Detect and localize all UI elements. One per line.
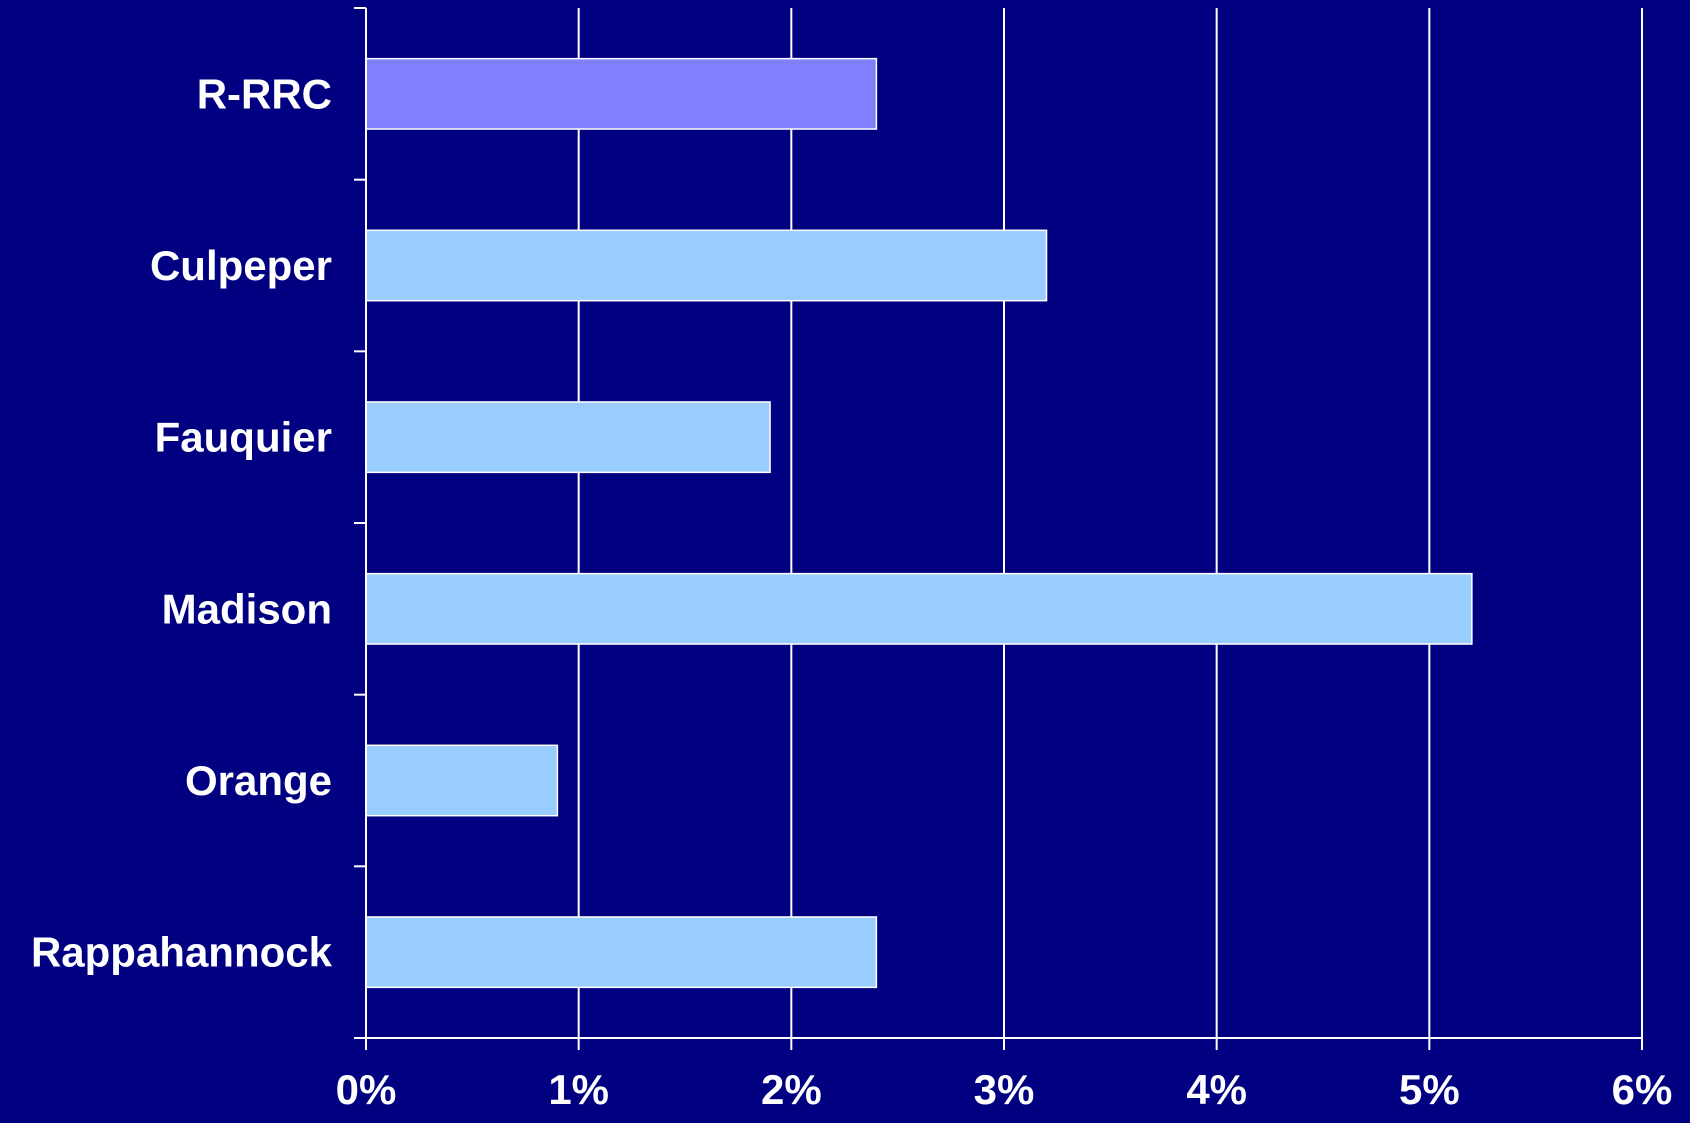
category-label: Rappahannock bbox=[31, 929, 333, 976]
category-label: Orange bbox=[185, 757, 332, 804]
x-tick-label: 0% bbox=[336, 1066, 397, 1113]
x-tick-label: 5% bbox=[1399, 1066, 1460, 1113]
x-tick-label: 4% bbox=[1186, 1066, 1247, 1113]
bar-orange bbox=[365, 744, 559, 817]
x-tick-label: 1% bbox=[548, 1066, 609, 1113]
bars bbox=[365, 57, 1473, 989]
x-tick-label: 6% bbox=[1612, 1066, 1673, 1113]
x-tick-label: 3% bbox=[974, 1066, 1035, 1113]
bar-culpeper bbox=[365, 229, 1048, 302]
bar-r-rrc bbox=[365, 57, 878, 130]
bar-madison bbox=[365, 572, 1473, 645]
axes bbox=[354, 7, 1643, 1050]
bar-fauquier bbox=[365, 401, 771, 474]
category-labels: R-RRC Culpeper Fauquier Madison Orange Rappah… bbox=[31, 70, 333, 975]
bar-rappahannock bbox=[365, 916, 878, 989]
x-tick-labels: 0% 1% 2% 3% 4% 5% 6% bbox=[336, 1066, 1673, 1113]
category-label: Madison bbox=[162, 585, 332, 632]
category-label: Culpeper bbox=[150, 242, 332, 289]
category-label: R-RRC bbox=[197, 70, 332, 117]
category-label: Fauquier bbox=[155, 414, 332, 461]
gridlines bbox=[577, 8, 1643, 1038]
x-tick-label: 2% bbox=[761, 1066, 822, 1113]
